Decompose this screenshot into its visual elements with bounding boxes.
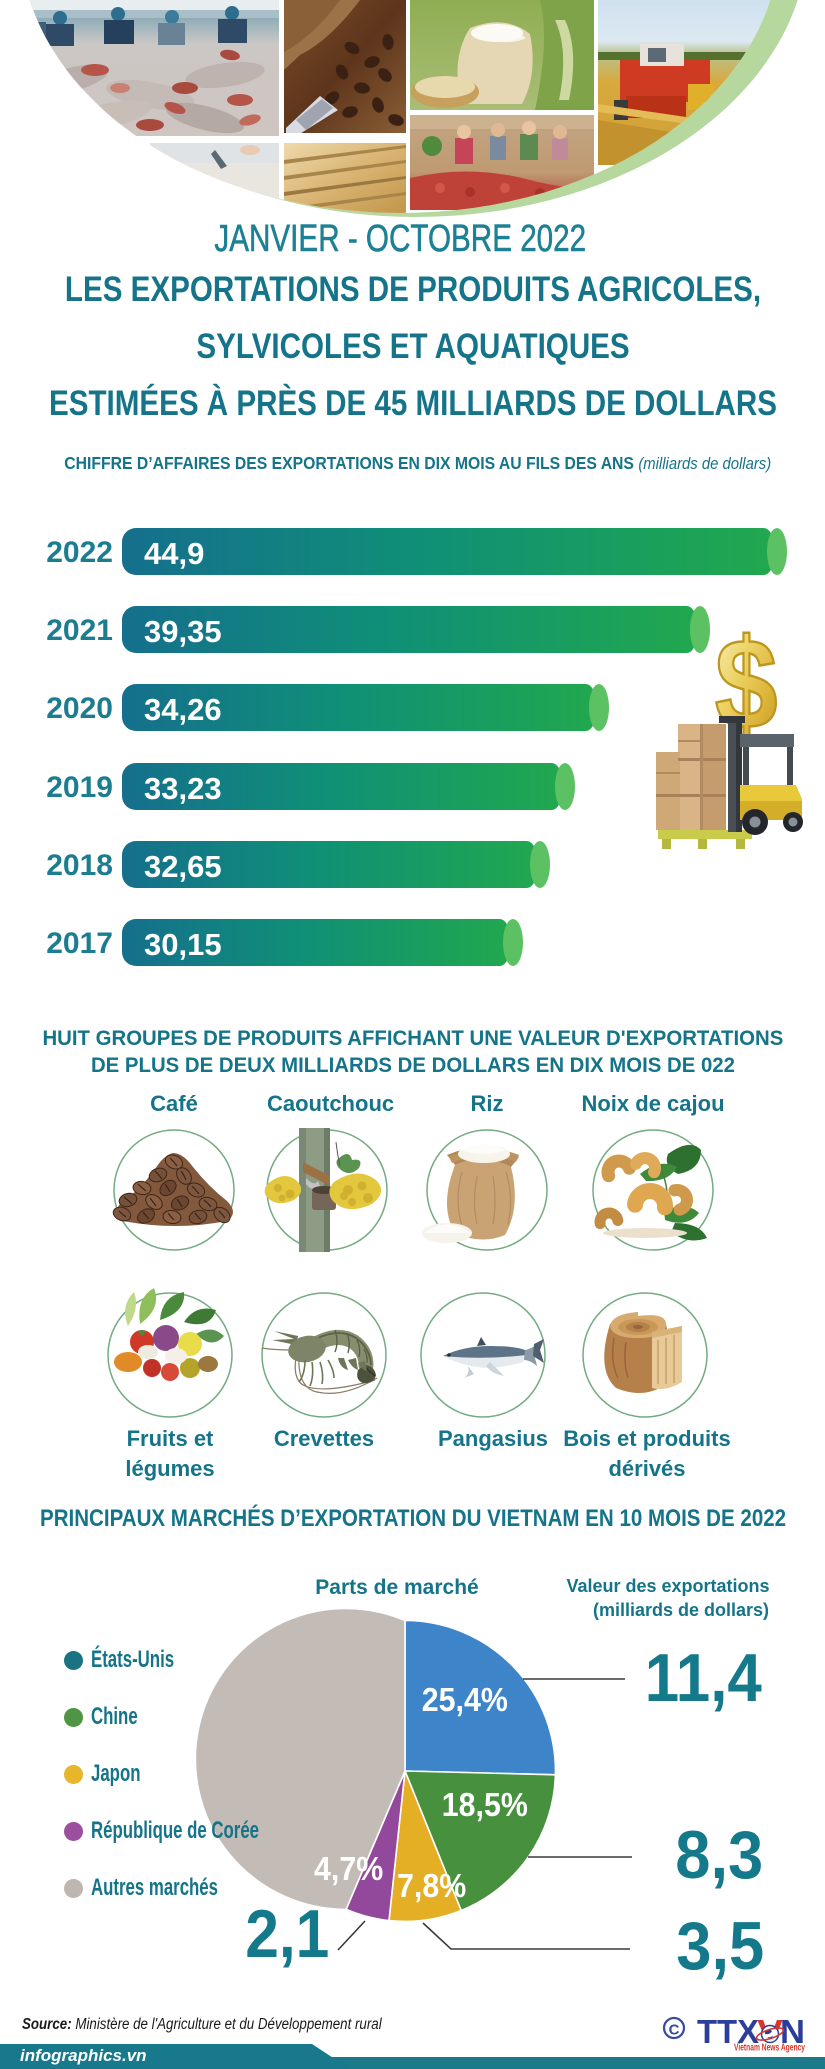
svg-text:N: N <box>780 2013 805 2050</box>
svg-text:TTX: TTX <box>697 2013 759 2050</box>
svg-text:C: C <box>669 2022 680 2039</box>
svg-text:Vietnam News Agency: Vietnam News Agency <box>734 2043 805 2054</box>
